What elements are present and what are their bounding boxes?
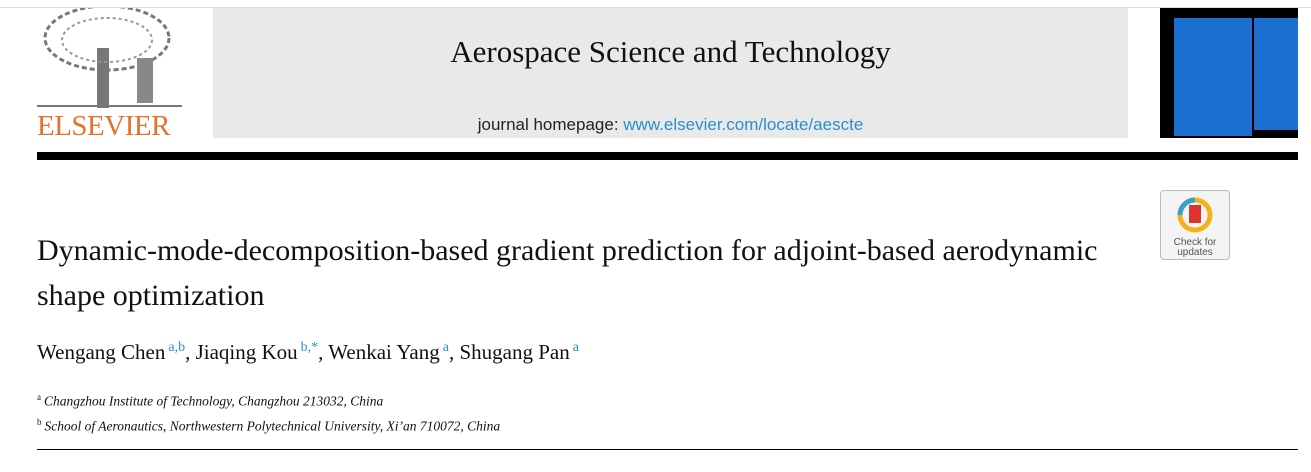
author-name: Shugang Pan <box>459 340 570 364</box>
author-separator: , <box>318 340 324 364</box>
author-name: Jiaqing Kou <box>195 340 298 364</box>
author-affiliation-mark[interactable]: a <box>572 340 579 355</box>
journal-title: Aerospace Science and Technology <box>450 34 891 69</box>
header-bar <box>37 152 1298 160</box>
homepage-label: journal homepage: <box>477 115 619 134</box>
author-affiliation-mark[interactable]: a,b <box>168 340 186 355</box>
badge-line: Check for <box>1173 237 1217 248</box>
publisher-name: ELSEVIER <box>37 110 170 142</box>
badge-line: updates <box>1177 247 1213 258</box>
affiliation: b School of Aeronautics, Northwestern Pol… <box>37 412 500 437</box>
author-affiliation-mark[interactable]: a <box>442 340 449 355</box>
author-name: Wengang Chen <box>37 340 166 364</box>
homepage-link[interactable]: www.elsevier.com/locate/aescte <box>623 115 864 134</box>
author-affiliation-mark[interactable]: b,* <box>300 340 319 355</box>
author-list: Wengang Chen a,b, Jiaqing Kou b,*, Wenkai … <box>37 340 579 365</box>
check-updates-badge[interactable]: Check for updates <box>1160 190 1230 260</box>
affiliation-text: Changzhou Institute of Technology, Chang… <box>44 393 384 409</box>
homepage-line: journal homepage: www.elsevier.com/locat… <box>213 115 1128 135</box>
affiliation-label: a <box>37 392 41 402</box>
affiliation-label: b <box>37 416 42 427</box>
journal-banner <box>213 8 1128 138</box>
top-rule <box>0 7 1311 8</box>
bottom-rule <box>37 449 1298 450</box>
article-title: Dynamic-mode-decomposition-based gradien… <box>37 234 1098 312</box>
journal-cover <box>1160 8 1298 138</box>
author-name: Wenkai Yang <box>328 340 440 364</box>
author-separator: , <box>185 340 191 364</box>
badge-icon <box>1177 197 1213 233</box>
affiliation: a Changzhou Institute of Technology, Chan… <box>37 387 500 412</box>
author-separator: , <box>448 340 455 364</box>
affiliation-list: a Changzhou Institute of Technology, Chan… <box>37 387 500 436</box>
publisher-logo <box>37 8 182 108</box>
affiliation-text: School of Aeronautics, Northwestern Poly… <box>44 418 501 433</box>
